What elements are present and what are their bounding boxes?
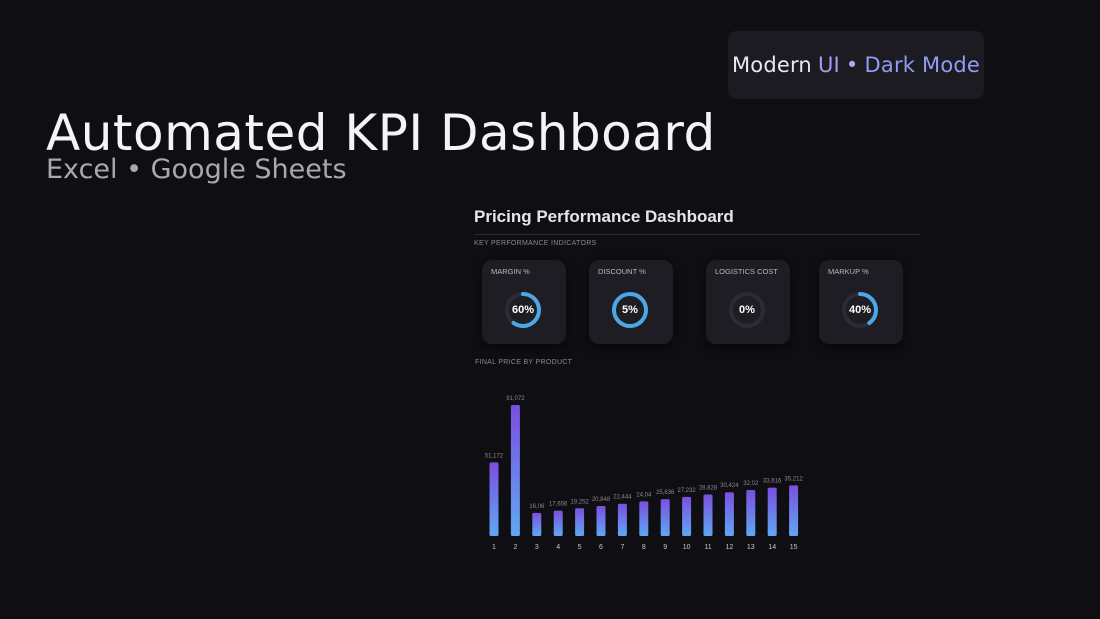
progress-ring-icon (729, 292, 765, 328)
hero-subtitle: Excel • Google Sheets (46, 154, 347, 185)
title-divider (474, 234, 920, 235)
bar-value-label: 20,848 (592, 497, 611, 503)
badge-separator: • (845, 53, 859, 77)
kpi-card-markup[interactable]: MARKUP % 40% (819, 260, 903, 344)
bar-value-label: 33,616 (763, 479, 782, 485)
x-tick-label: 3 (535, 544, 539, 551)
x-tick-label: 6 (599, 544, 603, 551)
kpi-card-logistics-cost[interactable]: LOGISTICS COST 0% (706, 260, 790, 344)
final-price-bar-chart: 51,172 1 91,072 2 16,06 3 17,656 4 19,252 5 20,848… (485, 396, 804, 551)
bar-11 (703, 494, 713, 536)
bar-value-label: 27,232 (677, 488, 696, 494)
x-tick-label: 8 (642, 544, 646, 551)
x-tick-label: 5 (578, 544, 582, 551)
kpi-value: 0% (739, 304, 755, 316)
dashboard-title: Pricing Performance Dashboard (474, 207, 734, 226)
bar-9 (660, 499, 670, 536)
x-tick-label: 14 (768, 544, 776, 551)
x-tick-label: 4 (556, 544, 560, 551)
badge-word-ui: UI (817, 53, 840, 77)
bar-value-label: 30,424 (720, 483, 739, 489)
badge-word-dark-mode: Dark Mode (864, 53, 981, 77)
kpi-card-margin[interactable]: MARGIN % 60% (482, 260, 566, 344)
theme-badge: Modern UI • Dark Mode (728, 31, 984, 99)
kpi-label: MARKUP % (828, 267, 869, 276)
bar-value-label: 25,636 (656, 490, 675, 496)
bar-value-label: 35,212 (784, 476, 803, 482)
bar-6 (596, 506, 606, 536)
bar-value-label: 16,06 (529, 504, 545, 510)
kpi-card-discount[interactable]: DISCOUNT % 5% (589, 260, 673, 344)
bar-value-label: 91,072 (506, 396, 525, 402)
badge-word-modern: Modern (731, 53, 812, 77)
bar-value-label: 28,828 (699, 486, 718, 492)
x-tick-label: 1 (492, 544, 496, 551)
x-tick-label: 12 (726, 544, 734, 551)
x-tick-label: 9 (663, 544, 667, 551)
kpi-value: 60% (511, 304, 535, 316)
bar-7 (617, 503, 627, 536)
kpi-label: LOGISTICS COST (715, 267, 778, 276)
kpi-section-label: KEY PERFORMANCE INDICATORS (474, 240, 597, 247)
bar-10 (682, 496, 692, 536)
bar-13 (746, 489, 756, 536)
bar-15 (789, 485, 799, 536)
bar-8 (639, 501, 649, 536)
x-tick-label: 13 (747, 544, 755, 551)
kpi-value: 40% (848, 304, 872, 316)
progress-ring-icon (842, 292, 878, 328)
bar-4 (553, 510, 563, 536)
kpi-label: DISCOUNT % (598, 267, 646, 276)
bar-1 (489, 462, 499, 536)
chart-section-label: FINAL PRICE BY PRODUCT (475, 359, 573, 366)
progress-ring-icon (505, 292, 541, 328)
hero-title: Automated KPI Dashboard (46, 104, 716, 162)
bar-3 (532, 512, 542, 536)
bar-value-label: 22,444 (613, 495, 632, 501)
kpi-value: 5% (622, 304, 638, 316)
progress-ring-icon (612, 292, 648, 328)
bar-12 (724, 492, 734, 536)
bar-value-label: 24,04 (636, 492, 652, 498)
x-tick-label: 10 (683, 544, 691, 551)
bar-value-label: 51,172 (485, 453, 504, 459)
bar-value-label: 32,02 (743, 481, 759, 487)
x-tick-label: 7 (620, 544, 624, 551)
bar-value-label: 19,252 (570, 499, 589, 505)
x-tick-label: 15 (790, 544, 798, 551)
kpi-label: MARGIN % (491, 267, 530, 276)
bar-value-label: 17,656 (549, 502, 568, 508)
bar-5 (575, 508, 585, 536)
x-tick-label: 11 (704, 544, 711, 551)
x-tick-label: 2 (513, 544, 517, 551)
bar-14 (767, 487, 777, 536)
bar-2 (510, 405, 520, 536)
